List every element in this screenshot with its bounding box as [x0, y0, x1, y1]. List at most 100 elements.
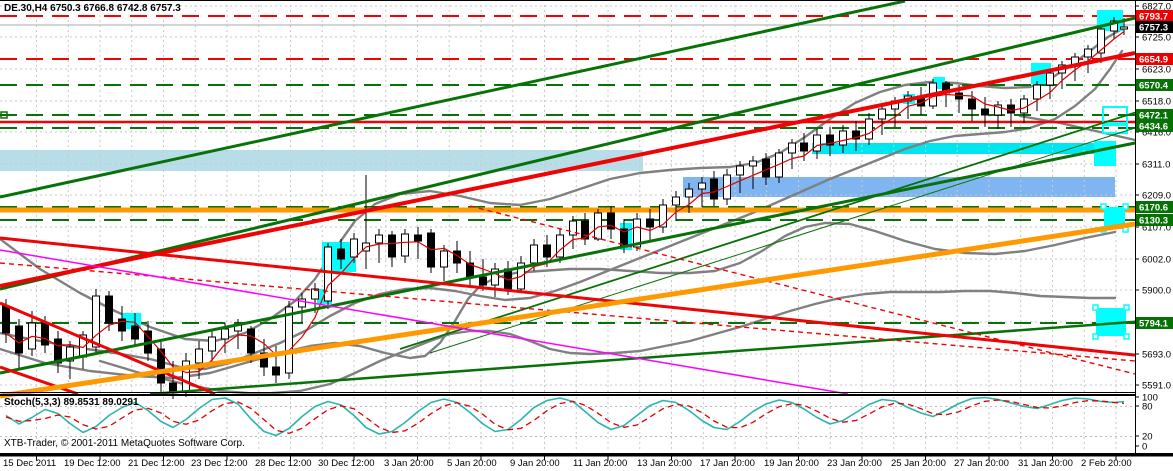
candle-body-bear — [54, 338, 62, 364]
candle-body-bull — [775, 152, 783, 178]
candle — [852, 121, 860, 151]
price-axis-label: 5591.0 — [1142, 381, 1171, 392]
candle-body-bear — [646, 218, 654, 228]
candle-body-bull — [1120, 26, 1128, 30]
candle — [710, 171, 718, 206]
time-axis-label: 27 Jan 20:00 — [954, 458, 1009, 469]
cyan-highlight-box[interactable] — [122, 313, 141, 329]
selection-handle[interactable] — [1092, 304, 1099, 311]
candle-body-bull — [865, 118, 873, 140]
candle-body-bear — [337, 248, 345, 260]
price-badge-red — [1136, 53, 1173, 65]
moving-average-line — [5, 31, 1125, 374]
candle-body-bear — [118, 318, 126, 332]
time-axis-label: 2 Feb 20:00 — [1081, 458, 1132, 469]
candle — [685, 183, 693, 213]
stoch-axis-label: 80 — [1142, 402, 1153, 413]
candle-body-bear — [710, 178, 718, 200]
candle — [453, 241, 461, 273]
selection-handle[interactable] — [1092, 333, 1099, 340]
candle-body-bear — [131, 325, 139, 340]
candle-body-bull — [839, 130, 847, 146]
price-badge-green — [1136, 120, 1173, 132]
time-axis-label: 11 Jan 20:00 — [573, 458, 628, 469]
candle — [788, 139, 796, 169]
price-badge-green — [1136, 214, 1173, 226]
candle — [157, 341, 165, 396]
selection-handle[interactable] — [1123, 304, 1130, 311]
candle — [581, 213, 589, 245]
candle — [105, 291, 113, 331]
price-badge-red — [1136, 10, 1173, 22]
line-handle[interactable] — [0, 111, 8, 119]
price-badge-value: 6170.6 — [1139, 203, 1168, 214]
candle — [1084, 45, 1092, 73]
trend-line[interactable] — [0, 236, 1173, 361]
time-axis-label: 19 Dec 12:00 — [64, 458, 121, 469]
trend-line[interactable] — [0, 301, 216, 396]
selection-handle[interactable] — [1100, 203, 1107, 210]
highlight-band — [0, 150, 643, 171]
candle-body-bear — [479, 276, 487, 286]
candle — [195, 341, 203, 379]
cyan-outline-box[interactable] — [1102, 124, 1128, 134]
candle-body-bear — [826, 134, 834, 146]
price-badge-value: 6130.3 — [1139, 216, 1168, 227]
price-axis-label: 6518.0 — [1142, 97, 1171, 108]
price-axis-label: 6725.0 — [1142, 33, 1171, 44]
trend-line[interactable] — [0, 1, 906, 199]
candle-body-bull — [285, 306, 293, 374]
candle-body-bull — [556, 234, 564, 258]
candle-body-bull — [375, 234, 383, 244]
candle-body-bull — [221, 328, 229, 340]
candle — [324, 243, 332, 309]
stoch-axis-label: 100 — [1142, 393, 1158, 404]
time-axis-label: 21 Dec 12:00 — [128, 458, 185, 469]
candle-body-bear — [41, 322, 49, 346]
trend-line[interactable] — [0, 16, 1136, 291]
candle-body-bull — [698, 182, 706, 190]
trend-line[interactable] — [149, 317, 1173, 396]
stoch-axis-label: 20 — [1142, 432, 1153, 443]
candle — [440, 245, 448, 281]
candle-body-bear — [607, 212, 615, 230]
time-axis-label: 5 Jan 20:00 — [447, 458, 497, 469]
trend-line[interactable] — [399, 110, 1141, 350]
trend-line[interactable] — [0, 51, 1136, 288]
candle — [375, 229, 383, 263]
candle-body-bull — [1097, 28, 1105, 54]
candle — [118, 306, 126, 341]
cyan-highlight-box[interactable] — [1094, 141, 1116, 166]
cyan-highlight-box-selected[interactable] — [1104, 207, 1125, 229]
time-axis-label: 19 Jan 20:00 — [764, 458, 819, 469]
trend-line[interactable] — [0, 365, 79, 396]
selection-handle[interactable] — [1122, 203, 1129, 210]
price-badge-green — [1136, 317, 1173, 329]
candle-body-bull — [311, 288, 319, 300]
candle — [556, 229, 564, 263]
candle-body-bear — [157, 348, 165, 384]
trend-line[interactable] — [0, 221, 1136, 399]
candle-body-bull — [66, 346, 74, 362]
candle-body-bull — [92, 295, 100, 348]
candle — [569, 216, 577, 249]
trend-line[interactable] — [469, 205, 1136, 375]
time-axis-label: 9 Jan 20:00 — [510, 458, 560, 469]
candle — [813, 129, 821, 159]
candle-body-bear — [414, 234, 422, 242]
time-axis-label: 30 Dec 12:00 — [318, 458, 375, 469]
time-axis-label: 17 Jan 20:00 — [700, 458, 755, 469]
candle-body-bear — [852, 130, 860, 140]
candle — [1110, 17, 1118, 39]
trend-line[interactable] — [0, 141, 1136, 375]
trend-line[interactable] — [0, 249, 849, 395]
candle — [775, 149, 783, 183]
candle-body-bear — [2, 305, 10, 334]
candle — [131, 313, 139, 346]
candle — [826, 127, 834, 156]
time-axis-label: 28 Dec 12:00 — [255, 458, 312, 469]
candle-body-bull — [324, 246, 332, 302]
selection-handle[interactable] — [1123, 333, 1130, 340]
